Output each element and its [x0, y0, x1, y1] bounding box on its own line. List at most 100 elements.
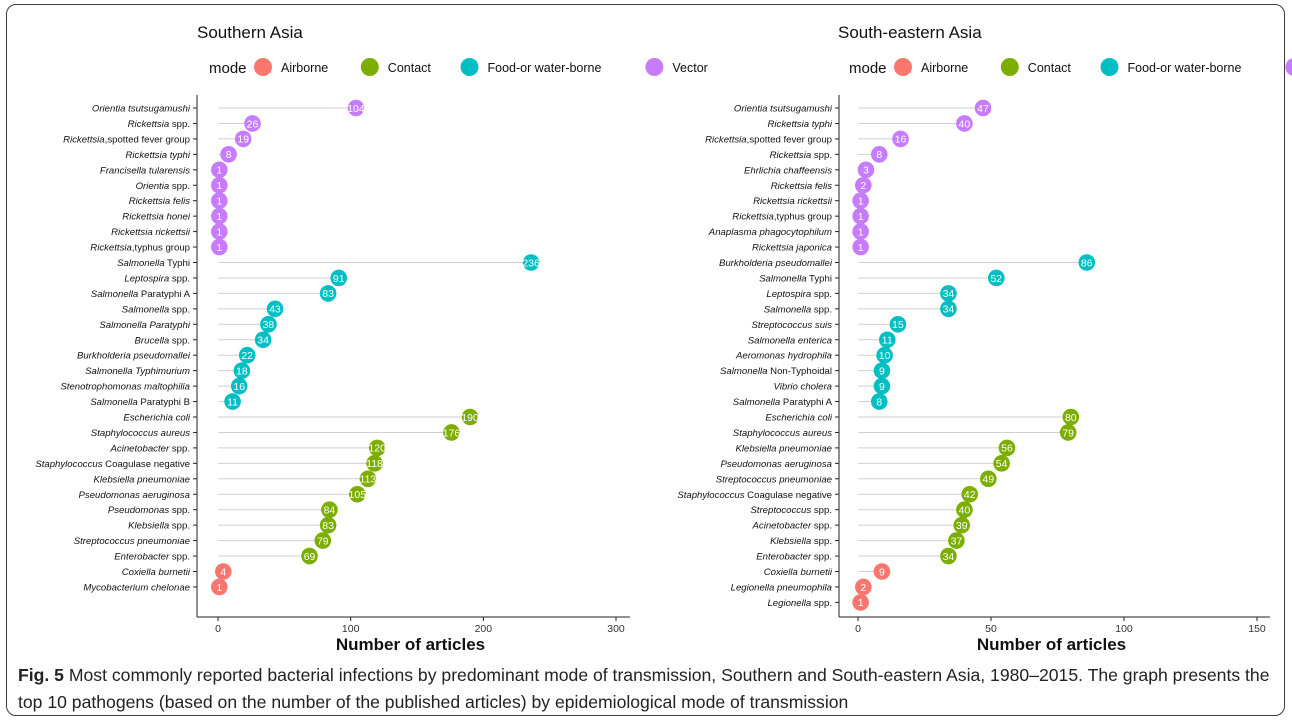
lollipop-point — [321, 501, 338, 518]
y-tick-label: Orientia spp. — [136, 181, 190, 192]
data-label: 9 — [879, 381, 885, 393]
legend-swatch — [894, 58, 912, 76]
lollipop-point — [319, 285, 337, 302]
y-tick-label: Enterobacter spp. — [756, 552, 832, 563]
lollipop-point — [873, 563, 891, 580]
lollipop-point — [956, 115, 973, 132]
legend-swatch — [1100, 58, 1119, 76]
y-tick-label: Acinetobacter spp. — [752, 521, 832, 532]
data-label: 8 — [876, 396, 882, 408]
y-tick-label: Rickettsia,typhus group — [90, 243, 190, 254]
data-label: 11 — [227, 396, 238, 408]
data-label: 34 — [943, 304, 955, 316]
y-tick-label: Anaplasma phagocytophilum — [708, 227, 832, 238]
data-label: 22 — [241, 350, 253, 362]
y-tick-label: Staphylococcus Coagulase negative — [677, 490, 832, 501]
y-tick-label: Stenotrophomonas maltophilia — [60, 382, 190, 393]
y-tick-label: Salmonella Typhi — [759, 273, 832, 284]
y-tick-label: Rickettsia honei — [122, 212, 191, 223]
legend-label: Food-or water-borne — [488, 61, 602, 75]
data-label: 190 — [461, 412, 479, 424]
y-tick-label: Leptospira spp. — [124, 273, 190, 284]
legend-swatch — [645, 58, 664, 76]
data-label: 40 — [959, 505, 971, 517]
data-label: 84 — [324, 505, 336, 517]
y-tick-label: Salmonella spp. — [764, 304, 832, 315]
y-tick-label: Salmonella Typhi — [117, 258, 190, 269]
y-tick-label: Salmonella Paratyphi — [99, 320, 191, 331]
y-tick-label: Escherichia coli — [765, 413, 833, 424]
lollipop-point — [319, 516, 337, 534]
data-label: 104 — [347, 103, 365, 115]
x-tick-label: 0 — [215, 623, 221, 635]
data-label: 26 — [247, 118, 259, 130]
data-label: 39 — [956, 520, 968, 532]
data-label: 42 — [964, 489, 976, 501]
x-tick-label: 200 — [475, 623, 493, 635]
x-axis-title: Number of articles — [336, 635, 485, 654]
y-tick-label: Leptospira spp. — [766, 289, 832, 300]
data-label: 2 — [860, 582, 866, 594]
y-tick-label: Francisella tularensis — [100, 165, 190, 176]
y-tick-label: Salmonella Paratyphi A — [91, 289, 191, 300]
y-tick-label: Salmonella spp. — [122, 304, 190, 315]
data-label: 2 — [860, 180, 866, 192]
figure-caption: Fig. 5 Most commonly reported bacterial … — [18, 662, 1278, 716]
data-label: 80 — [1065, 412, 1077, 424]
lollipop-point — [1059, 424, 1077, 441]
legend-label: Food-or water-borne — [1128, 61, 1242, 75]
lollipop-point — [855, 176, 872, 194]
y-tick-label: Escherichia coli — [123, 413, 191, 424]
lollipop-point — [443, 424, 460, 441]
data-label: 1 — [858, 597, 864, 609]
lollipop-point — [878, 331, 896, 349]
y-tick-label: Legionella pneumophila — [731, 582, 832, 593]
legend-swatch — [1000, 58, 1019, 76]
data-label: 1 — [216, 211, 222, 223]
x-tick-label: 150 — [1248, 623, 1266, 635]
y-tick-label: Legionella spp. — [767, 598, 832, 609]
y-tick-label: Staphylococcus Coagulase negative — [35, 459, 190, 470]
data-label: 4 — [220, 566, 226, 578]
lollipop-point — [220, 146, 237, 163]
data-label: 1 — [216, 582, 222, 594]
y-tick-label: Rickettsia,typhus group — [732, 212, 832, 223]
lollipop-point — [889, 316, 907, 333]
data-label: 10 — [879, 350, 891, 362]
data-label: 1 — [858, 226, 864, 238]
caption-text: Most commonly reported bacterial infecti… — [18, 665, 1270, 712]
data-label: 34 — [943, 288, 955, 300]
lollipop-point — [211, 238, 228, 256]
data-label: 47 — [977, 103, 989, 115]
x-tick-label: 300 — [607, 623, 625, 635]
data-label: 11 — [882, 335, 893, 347]
data-label: 49 — [982, 474, 994, 486]
y-tick-label: Enterobacter spp. — [114, 552, 190, 563]
data-label: 9 — [879, 365, 885, 377]
lollipop-point — [254, 331, 272, 349]
y-tick-label: Salmonella enterica — [748, 335, 832, 346]
lollipop-point — [211, 192, 228, 209]
y-tick-label: Ehrlichia chaffeensis — [744, 165, 832, 176]
lollipop-point — [873, 377, 891, 395]
data-label: 52 — [990, 273, 1002, 285]
lollipop-point — [956, 501, 973, 518]
data-label: 79 — [1062, 427, 1074, 439]
data-label: 38 — [263, 319, 275, 331]
data-label: 40 — [959, 118, 971, 130]
lollipop-point — [953, 516, 971, 534]
data-label: 83 — [322, 520, 334, 532]
y-tick-label: Klebsiella spp. — [770, 536, 832, 547]
panel-southern-asia: Southern Asia mode Airborne Contact Food-or … — [35, 23, 708, 654]
lollipop-point — [993, 455, 1010, 472]
data-label: 37 — [951, 535, 963, 547]
y-tick-label: Streptococcus pneumoniae — [716, 474, 832, 485]
lollipop-point — [998, 439, 1016, 457]
lollipop-point — [852, 207, 869, 225]
data-label: 3 — [863, 165, 869, 177]
x-tick-label: 50 — [985, 623, 997, 635]
lollipop-point — [961, 485, 979, 503]
data-label: 54 — [996, 458, 1008, 470]
data-label: 56 — [1001, 443, 1013, 455]
lollipop-point — [330, 269, 348, 287]
